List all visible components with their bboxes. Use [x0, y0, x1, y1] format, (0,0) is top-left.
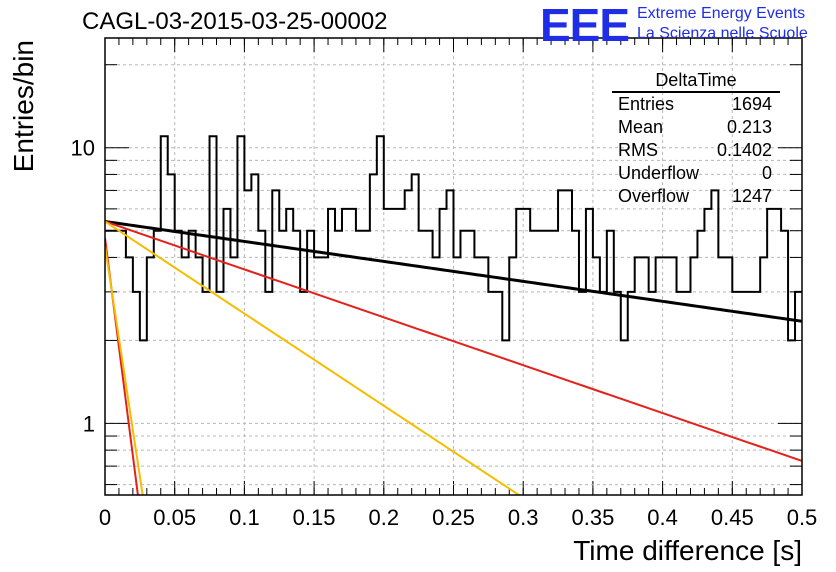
x-axis-label: Time difference [s] — [573, 535, 802, 566]
x-tick-label: 0.1 — [229, 505, 260, 530]
stats-label: Mean — [618, 117, 664, 137]
stats-row-underflow: Underflow 0 — [612, 162, 780, 185]
x-tick-label: 0.4 — [647, 505, 678, 530]
histogram-series — [105, 135, 802, 342]
chart-title: CAGL-03-2015-03-25-00002 — [82, 8, 388, 35]
logo-line-2: La Scienza nelle Scuole — [637, 25, 808, 42]
x-tick-label: 0.2 — [369, 505, 400, 530]
eee-logo: EEE Extreme Energy Events La Scienza nel… — [540, 0, 808, 51]
eee-logo-text: Extreme Energy Events La Scienza nelle S… — [637, 4, 808, 44]
x-tick-label: 0.25 — [432, 505, 475, 530]
stats-label: RMS — [618, 140, 658, 160]
stats-label: Entries — [618, 94, 675, 114]
stats-value: 0.213 — [726, 117, 772, 137]
x-tick-label: 0.45 — [711, 505, 754, 530]
fit-curve-black — [105, 220, 802, 323]
x-tick-label: 0.15 — [293, 505, 336, 530]
x-tick-label: 0.3 — [508, 505, 539, 530]
x-tick-label: 0.05 — [153, 505, 196, 530]
x-tick-label: 0.35 — [571, 505, 614, 530]
stats-box: DeltaTime Entries 1694 Mean 0.213 RMS 0.… — [612, 70, 780, 208]
stats-row-entries: Entries 1694 — [612, 93, 780, 116]
stats-title: DeltaTime — [612, 70, 780, 93]
fit-curve-yellow-1 — [105, 220, 521, 495]
stats-row-overflow: Overflow 1247 — [612, 185, 780, 208]
stats-value: 1694 — [731, 94, 772, 114]
stats-value: 0.1402 — [716, 140, 772, 160]
y-tick-label: 10 — [71, 136, 95, 161]
fit-curve-red-1 — [105, 220, 802, 462]
logo-line-1: Extreme Energy Events — [637, 5, 806, 22]
y-axis-label: Entries/bin — [8, 40, 39, 172]
x-tick-label: 0 — [99, 505, 111, 530]
y-tick-label: 1 — [83, 411, 95, 436]
stats-value: 0 — [761, 163, 772, 183]
x-tick-label: 0.5 — [787, 505, 818, 530]
plot-frame — [104, 37, 803, 496]
stats-value: 1247 — [731, 186, 772, 206]
eee-logo-mark: EEE — [540, 0, 630, 51]
stats-row-mean: Mean 0.213 — [612, 116, 780, 139]
stats-label: Underflow — [618, 163, 700, 183]
stats-label: Overflow — [618, 186, 690, 206]
fit-curve-yellow-2 — [105, 245, 144, 495]
stats-row-rms: RMS 0.1402 — [612, 139, 780, 162]
